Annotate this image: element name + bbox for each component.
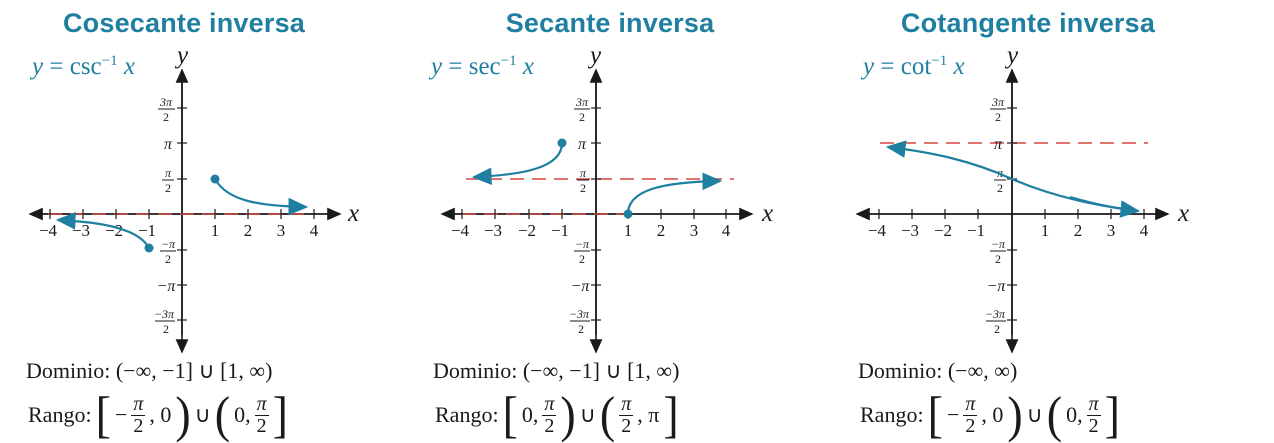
x-tick-label: 2 (1074, 221, 1083, 240)
panel-arccsc: Cosecante inversa y = csc−1 x −4 −3 −2 −… (0, 0, 420, 443)
y-axis-label: y (174, 42, 189, 69)
domain-text: Dominio: (−∞, ∞) (858, 358, 1018, 383)
x-tick-label: 3 (277, 221, 286, 240)
function-label: y = sec−1 x (431, 53, 534, 80)
y-tick-label: −π (991, 237, 1006, 251)
curve-left-branch (55, 212, 150, 249)
curve-right-branch (214, 178, 309, 216)
y-tick-label: π (165, 166, 172, 180)
x-tick-label: 4 (722, 221, 731, 240)
domain-text: Dominio: (−∞, −1] ∪ [1, ∞) (433, 358, 680, 383)
panel-title: Secante inversa (505, 8, 715, 38)
graph-arccsc: −4 −3 −2 −1 1 2 3 4 3π 2 π π 2 −π 2 −π −… (28, 42, 359, 354)
x-tick-label: −1 (138, 221, 156, 240)
x-tick-label: 2 (657, 221, 666, 240)
y-tick-label: π (580, 166, 587, 180)
y-tick-label: −π (571, 278, 591, 295)
x-tick-label: −2 (934, 221, 952, 240)
svg-text:2: 2 (994, 322, 1000, 336)
x-axis-label: x (761, 200, 773, 227)
curve-left-branch (471, 142, 564, 186)
svg-text:2: 2 (579, 252, 585, 266)
y-tick-label: 3π (159, 95, 173, 109)
y-tick-label: π (578, 136, 587, 153)
y-tick-label: −π (987, 278, 1007, 295)
function-label: y = cot−1 x (863, 53, 965, 80)
endpoint-dot (557, 138, 567, 148)
x-axis-label: x (1177, 200, 1189, 227)
endpoint-dot (144, 243, 154, 253)
endpoint-dot (623, 209, 633, 219)
x-tick-label: −4 (868, 221, 887, 240)
y-tick-label: 3π (991, 95, 1005, 109)
y-tick-label: −3π (985, 307, 1006, 321)
function-label: y = csc−1 x (32, 53, 135, 80)
x-tick-label: −3 (901, 221, 919, 240)
y-axis-label: y (587, 42, 602, 69)
x-tick-label: 1 (211, 221, 220, 240)
curve-right-branch (626, 172, 723, 215)
svg-text:2: 2 (163, 110, 169, 124)
svg-text:2: 2 (163, 322, 169, 336)
domain-text: Dominio: (−∞, −1] ∪ [1, ∞) (26, 358, 273, 383)
x-tick-label: 4 (310, 221, 319, 240)
x-tick-label: −1 (551, 221, 569, 240)
graph-arcsec: −4 −3 −2 −1 1 2 3 4 3π 2 π π 2 −π 2 −π −… (440, 42, 773, 354)
curve-arccot (885, 140, 1139, 213)
panel-arcsec: Secante inversa y = sec−1 x −4 −3 −2 −1 … (412, 0, 832, 443)
svg-text:2: 2 (579, 110, 585, 124)
x-tick-label: 3 (690, 221, 699, 240)
x-tick-label: 1 (624, 221, 633, 240)
x-tick-label: 1 (1041, 221, 1050, 240)
svg-text:2: 2 (995, 252, 1001, 266)
x-tick-label: 2 (244, 221, 253, 240)
svg-text:2: 2 (165, 181, 171, 195)
x-tick-label: −1 (967, 221, 985, 240)
panel-title: Cosecante inversa (62, 8, 306, 38)
svg-text:2: 2 (578, 322, 584, 336)
graph-arccot: −4 −3 −2 −1 1 2 3 4 3π 2 π π 2 −π 2 −π −… (855, 42, 1189, 354)
panel-arccot: Cotangente inversa y = cot−1 x −4 −3 −2 … (830, 0, 1250, 443)
y-tick-label: π (164, 136, 173, 153)
y-tick-label: −π (575, 237, 590, 251)
x-tick-label: −2 (518, 221, 536, 240)
x-tick-label: −4 (451, 221, 470, 240)
x-tick-label: −2 (105, 221, 123, 240)
endpoint-dot (210, 174, 220, 184)
svg-text:2: 2 (995, 110, 1001, 124)
y-tick-label: −3π (569, 307, 590, 321)
x-tick-label: −3 (484, 221, 502, 240)
x-axis-label: x (347, 200, 359, 227)
x-tick-label: 4 (1140, 221, 1149, 240)
y-tick-label: −π (161, 237, 176, 251)
y-axis-label: y (1004, 42, 1019, 69)
x-tick-label: −3 (72, 221, 90, 240)
y-tick-label: −π (157, 278, 177, 295)
x-tick-label: −4 (39, 221, 58, 240)
x-tick-label: 3 (1107, 221, 1116, 240)
svg-text:2: 2 (580, 181, 586, 195)
y-tick-label: 3π (575, 95, 589, 109)
svg-text:2: 2 (997, 181, 1003, 195)
panel-title: Cotangente inversa (900, 8, 1156, 38)
y-tick-label: −3π (154, 307, 175, 321)
y-tick-label: π (994, 136, 1003, 153)
svg-text:2: 2 (165, 252, 171, 266)
